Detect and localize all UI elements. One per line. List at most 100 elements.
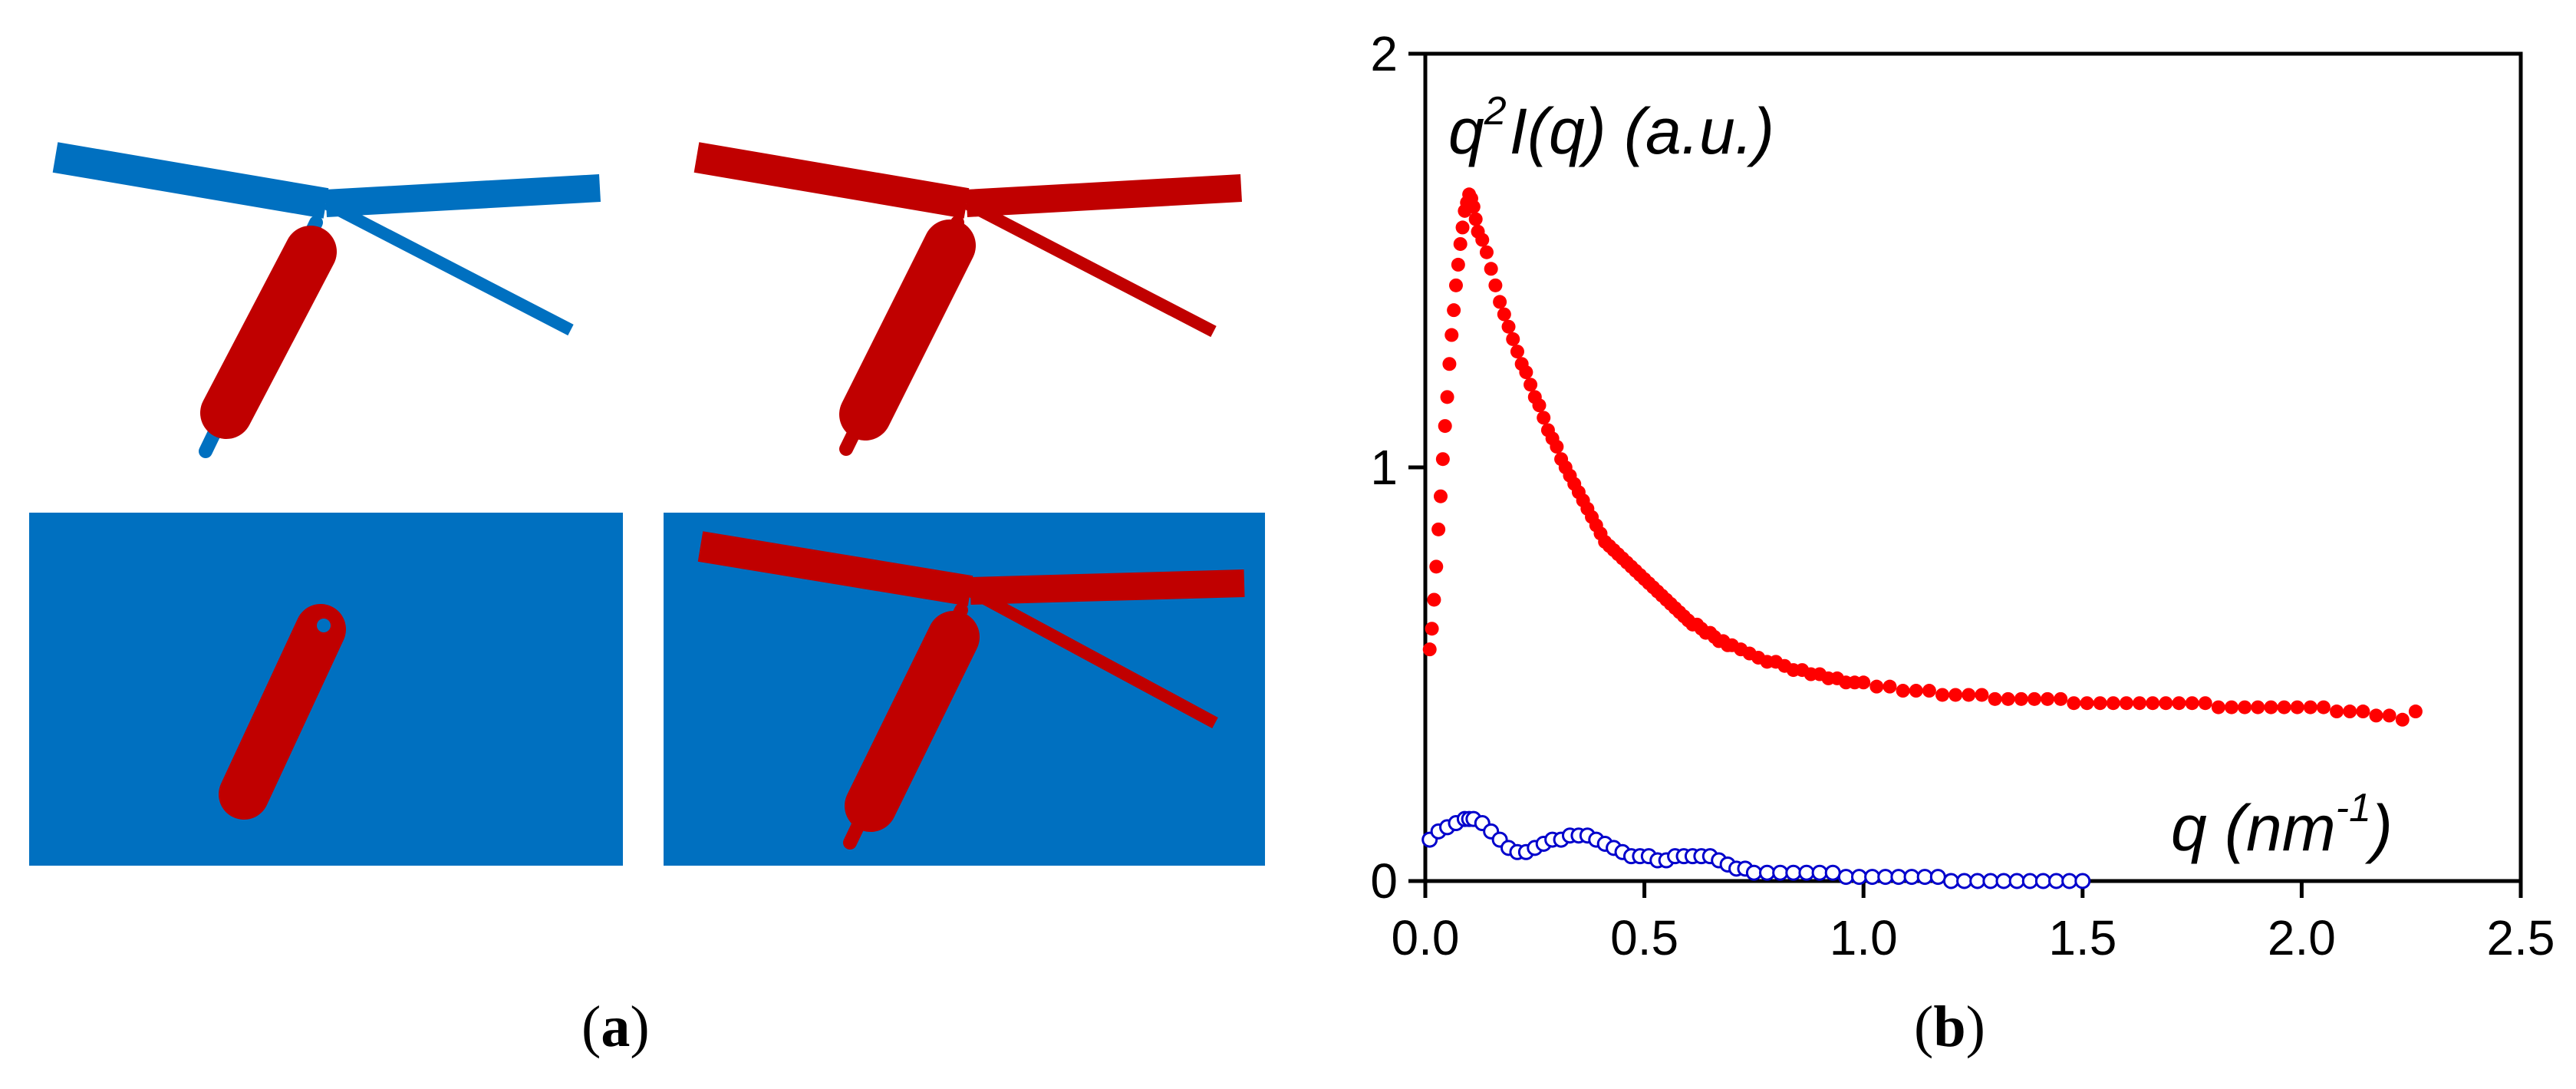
data-point bbox=[2238, 700, 2252, 714]
data-point bbox=[1435, 452, 1450, 467]
data-point bbox=[1444, 328, 1459, 342]
data-point bbox=[1433, 489, 1448, 503]
data-point bbox=[1903, 869, 1920, 886]
data-point bbox=[2172, 696, 2186, 711]
panel-a-caption: (a) bbox=[581, 995, 650, 1059]
data-point bbox=[2027, 691, 2041, 706]
data-point bbox=[2251, 700, 2265, 714]
data-point bbox=[2021, 873, 2038, 889]
data-point bbox=[1798, 864, 1815, 881]
plot-frame bbox=[1423, 51, 2523, 883]
data-point bbox=[1956, 873, 1973, 889]
arm-diagonal-blue bbox=[323, 197, 574, 336]
data-point bbox=[1493, 295, 1507, 309]
data-point bbox=[2343, 705, 2357, 719]
x-tick-label: 2.5 bbox=[2487, 910, 2555, 965]
data-point bbox=[1488, 278, 1503, 292]
data-point bbox=[2106, 696, 2120, 711]
cartoon-top-right bbox=[693, 142, 1243, 456]
cartoon-bottom-left bbox=[29, 513, 623, 866]
data-point bbox=[1448, 278, 1463, 292]
capsule-red bbox=[839, 219, 976, 441]
arm-right-red bbox=[965, 174, 1243, 217]
data-point bbox=[2133, 696, 2147, 711]
data-point bbox=[1785, 864, 1802, 881]
data-point bbox=[2316, 700, 2331, 714]
data-point bbox=[1438, 419, 1452, 434]
capsule-red bbox=[200, 226, 337, 439]
data-point bbox=[2067, 696, 2081, 711]
y-tick-label: 0 bbox=[1370, 853, 1398, 909]
data-point bbox=[1455, 220, 1470, 235]
data-point bbox=[1856, 675, 1871, 690]
data-point bbox=[2074, 873, 2091, 889]
data-point bbox=[1440, 390, 1454, 404]
arm-left-red bbox=[693, 142, 970, 219]
data-point bbox=[1550, 440, 1564, 454]
data-point bbox=[2303, 700, 2317, 714]
data-point bbox=[1453, 236, 1468, 251]
data-point bbox=[2159, 696, 2173, 711]
data-point bbox=[2330, 705, 2344, 719]
data-point bbox=[1510, 345, 1524, 359]
data-point bbox=[1935, 688, 1950, 702]
data-point bbox=[1497, 307, 1511, 322]
data-point bbox=[1811, 864, 1828, 881]
data-point bbox=[2211, 700, 2225, 714]
y-tick-label: 1 bbox=[1370, 440, 1398, 495]
data-point bbox=[1975, 688, 1989, 702]
data-point bbox=[1922, 684, 1936, 698]
axis-ticks bbox=[1408, 51, 2523, 898]
data-point bbox=[2008, 873, 2025, 889]
data-point bbox=[1745, 864, 1762, 881]
arm-diagonal-red bbox=[964, 197, 1217, 338]
data-point bbox=[1468, 212, 1483, 226]
capsule-hole bbox=[317, 619, 331, 632]
data-point bbox=[1864, 869, 1881, 886]
data-point bbox=[1995, 873, 2012, 889]
data-point bbox=[2119, 696, 2133, 711]
data-point bbox=[2369, 708, 2383, 723]
data-point bbox=[2014, 691, 2028, 706]
data-point bbox=[1427, 592, 1441, 607]
data-point bbox=[1479, 245, 1494, 259]
data-point bbox=[1422, 642, 1437, 657]
data-point bbox=[1772, 864, 1789, 881]
series-blue-points bbox=[1421, 810, 2091, 889]
data-point bbox=[1824, 864, 1841, 881]
data-point bbox=[1451, 257, 1465, 272]
data-point bbox=[1877, 869, 1894, 886]
data-point bbox=[2198, 696, 2212, 711]
data-point bbox=[2277, 700, 2291, 714]
data-point bbox=[1475, 233, 1490, 247]
data-point bbox=[1431, 522, 1446, 536]
panel-b-caption: (b) bbox=[1914, 995, 1985, 1059]
data-point bbox=[1442, 357, 1457, 371]
arm-left-blue bbox=[52, 142, 329, 219]
arm-right-blue bbox=[324, 174, 601, 217]
data-point bbox=[1537, 411, 1551, 425]
x-tick-label: 1.5 bbox=[2048, 910, 2116, 965]
cartoon-bottom-right bbox=[664, 513, 1265, 866]
data-point bbox=[2001, 691, 2015, 706]
data-point bbox=[2146, 696, 2160, 711]
data-point bbox=[2290, 700, 2304, 714]
capsule-red bbox=[219, 604, 346, 820]
data-point bbox=[2054, 691, 2068, 706]
data-point bbox=[1969, 873, 1986, 889]
data-point bbox=[1506, 332, 1520, 346]
data-point bbox=[2382, 708, 2396, 723]
data-point bbox=[1869, 679, 1884, 694]
data-point bbox=[1837, 869, 1854, 886]
y-axis-label: q2I(q) (a.u.) bbox=[1448, 89, 1774, 167]
data-point bbox=[2048, 873, 2065, 889]
data-point bbox=[1484, 262, 1498, 276]
axis-tick-labels: 0.0 0.5 1.0 1.5 2.0 2.5 0 1 2 bbox=[1370, 26, 2555, 965]
data-point bbox=[1942, 873, 1959, 889]
blue-background bbox=[29, 513, 623, 866]
data-point bbox=[1501, 319, 1516, 334]
x-tick-label: 0.5 bbox=[1610, 910, 1678, 965]
data-point bbox=[1759, 864, 1776, 881]
data-point bbox=[1982, 873, 1999, 889]
x-tick-label: 2.0 bbox=[2268, 910, 2336, 965]
